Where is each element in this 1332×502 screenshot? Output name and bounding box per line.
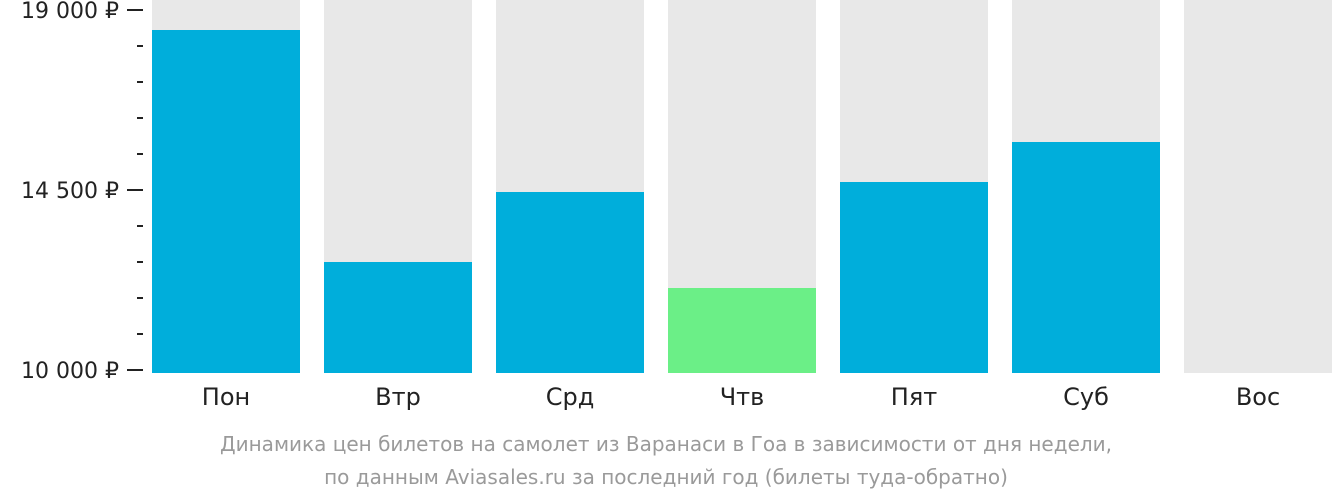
x-tick-label: Суб: [1063, 383, 1109, 411]
x-tick-label: Вос: [1236, 383, 1280, 411]
bar: [1012, 142, 1160, 373]
y-tick-label: 14 500 ₽: [21, 179, 119, 204]
bars: [152, 0, 1332, 373]
x-tick-label: Чтв: [720, 383, 765, 411]
chart-caption: Динамика цен билетов на самолет из Варан…: [0, 428, 1332, 494]
y-tick-label: 19 000 ₽: [21, 0, 119, 24]
bar-background: [1184, 0, 1332, 373]
bar: [840, 182, 988, 373]
x-axis: Пон Втр Срд Чтв Пят Суб Вос: [202, 383, 1280, 411]
y-tick-label: 10 000 ₽: [21, 359, 119, 384]
bar: [668, 288, 816, 373]
bar: [152, 30, 300, 373]
x-tick-label: Пон: [202, 383, 250, 411]
bar: [496, 192, 644, 373]
caption-line-2: по данным Aviasales.ru за последний год …: [324, 465, 1008, 489]
y-axis: 10 000 ₽ 14 500 ₽ 19 000 ₽: [21, 0, 143, 384]
caption-line-1: Динамика цен билетов на самолет из Варан…: [219, 432, 1113, 456]
bar: [324, 262, 472, 373]
x-tick-label: Втр: [375, 383, 421, 411]
x-tick-label: Пят: [891, 383, 937, 411]
x-tick-label: Срд: [546, 383, 595, 411]
bar-chart: 10 000 ₽ 14 500 ₽ 19 000 ₽ Пон Втр Срд Чтв Пят…: [21, 0, 1332, 411]
